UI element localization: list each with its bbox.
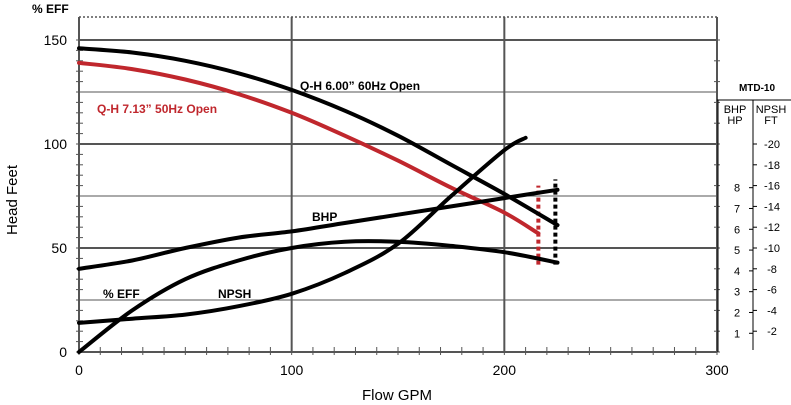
npsh-scale-label: -20 (764, 139, 780, 151)
y-tick-label: 50 (51, 240, 67, 256)
npsh-scale-label: -16 (764, 181, 780, 193)
npsh-scale-label: -10 (764, 243, 780, 255)
series-bhp (77, 187, 560, 271)
series-label-eff: % EFF (103, 287, 140, 301)
npsh-scale-label: -18 (764, 160, 780, 172)
npsh-scale-label: -4 (767, 305, 777, 317)
npsh-scale-label: -2 (767, 326, 777, 338)
bhp-scale-label: 1 (734, 328, 740, 340)
plot-marks: 0 100 200 300 0 50 100 150 8 7 6 5 4 3 2 1 -20 -18 -16 -14 -… (44, 32, 780, 378)
npsh-scale-label: -6 (767, 285, 777, 297)
y-axis-title: Head Feet (4, 164, 21, 235)
npsh-scale-label: -12 (764, 222, 780, 234)
bhp-scale-label: 8 (734, 183, 740, 195)
series-npsh (77, 135, 528, 325)
x-axis-title: Flow GPM (362, 387, 432, 404)
y-tick-label: 100 (44, 136, 68, 152)
x-tick-label: 300 (705, 362, 729, 378)
plot-frame (76, 16, 791, 355)
series-label-npsh: NPSH (218, 287, 251, 301)
y-tick-label: 0 (59, 344, 67, 360)
bhp-scale-label: 7 (734, 203, 740, 215)
x-tick-label: 100 (280, 362, 304, 378)
series-label-bhp: BHP (312, 210, 337, 224)
series-eff (77, 239, 560, 354)
bhp-scale-label: 5 (734, 245, 740, 257)
npsh-header-line2: FT (764, 115, 778, 127)
npsh-scale-label: -8 (767, 264, 777, 276)
secondary-y-axis-title: % EFF (32, 2, 69, 16)
series-qh-60hz (77, 46, 560, 228)
series-label-qh-50hz: Q-H 7.13” 50Hz Open (97, 102, 217, 116)
x-tick-label: 0 (75, 362, 83, 378)
bhp-scale-label: 6 (734, 224, 740, 236)
npsh-header-line1: NPSH (756, 104, 787, 116)
bhp-scale-label: 3 (734, 287, 740, 299)
x-tick-label: 200 (493, 362, 517, 378)
bhp-scale-label: 4 (734, 266, 740, 278)
side-scale-title: MTD-10 (739, 83, 776, 94)
y-tick-label: 150 (44, 32, 68, 48)
bhp-header-line2: HP (727, 115, 742, 127)
npsh-scale-label: -14 (764, 201, 780, 213)
bhp-header-line1: BHP (724, 104, 747, 116)
series-label-qh-60hz: Q-H 6.00” 60Hz Open (300, 79, 420, 93)
bhp-scale-label: 2 (734, 307, 740, 319)
